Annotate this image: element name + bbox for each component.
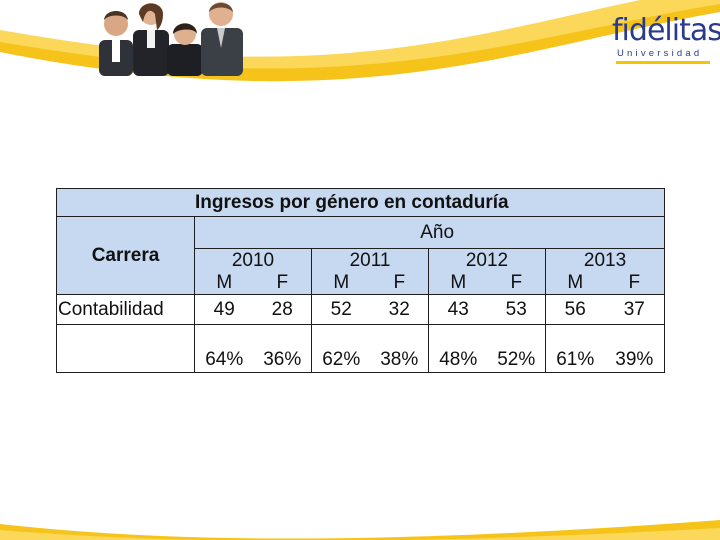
gender-header: F (487, 272, 546, 295)
count-cell: 53 (487, 294, 546, 325)
logo-wordmark: fidélitas (612, 13, 720, 48)
percentage-cell: 39% (604, 324, 666, 373)
footer-swoosh (0, 520, 720, 540)
table-row: 64% 36% 62% 38% 48% 52% 61% 39% (56, 324, 666, 373)
count-cell: 32 (370, 294, 429, 325)
gender-header: F (370, 272, 429, 295)
count-cell: 56 (545, 294, 605, 325)
career-name: Contabilidad (56, 294, 195, 325)
count-cell: 49 (194, 294, 254, 325)
percentage-cell: 61% (545, 324, 605, 373)
percentage-cell: 48% (428, 324, 488, 373)
enrollment-by-gender-table: Ingresos por género en contaduría Carrer… (55, 188, 666, 373)
business-people-image (99, 2, 243, 76)
percentage-cell: 38% (370, 324, 429, 373)
gender-header: M (194, 272, 254, 295)
logo-underline (616, 61, 710, 64)
year-group-header: Año (193, 216, 666, 249)
count-cell: 43 (428, 294, 488, 325)
count-cell: 52 (311, 294, 371, 325)
percentage-cell: 62% (311, 324, 371, 373)
logo-subtitle: Universidad (617, 48, 703, 59)
gender-header: M (311, 272, 371, 295)
year-header-2010: 2010 (194, 248, 312, 273)
fidelitas-logo: fidélitas Universidad (612, 10, 720, 66)
empty-cell (56, 324, 195, 373)
percentage-cell: 52% (487, 324, 546, 373)
year-header-2011: 2011 (311, 248, 429, 273)
gender-header: M (545, 272, 605, 295)
year-header-2012: 2012 (428, 248, 546, 273)
gender-header: M (428, 272, 488, 295)
count-cell: 37 (604, 294, 666, 325)
carrera-header: Carrera (56, 216, 195, 295)
gender-header: F (604, 272, 666, 295)
gender-header: F (253, 272, 312, 295)
table-row: Contabilidad 49 28 52 32 43 53 56 37 (56, 294, 666, 325)
count-cell: 28 (253, 294, 312, 325)
percentage-cell: 64% (194, 324, 254, 373)
table-title: Ingresos por género en contaduría (55, 188, 666, 217)
percentage-cell: 36% (253, 324, 312, 373)
year-header-2013: 2013 (544, 248, 666, 273)
